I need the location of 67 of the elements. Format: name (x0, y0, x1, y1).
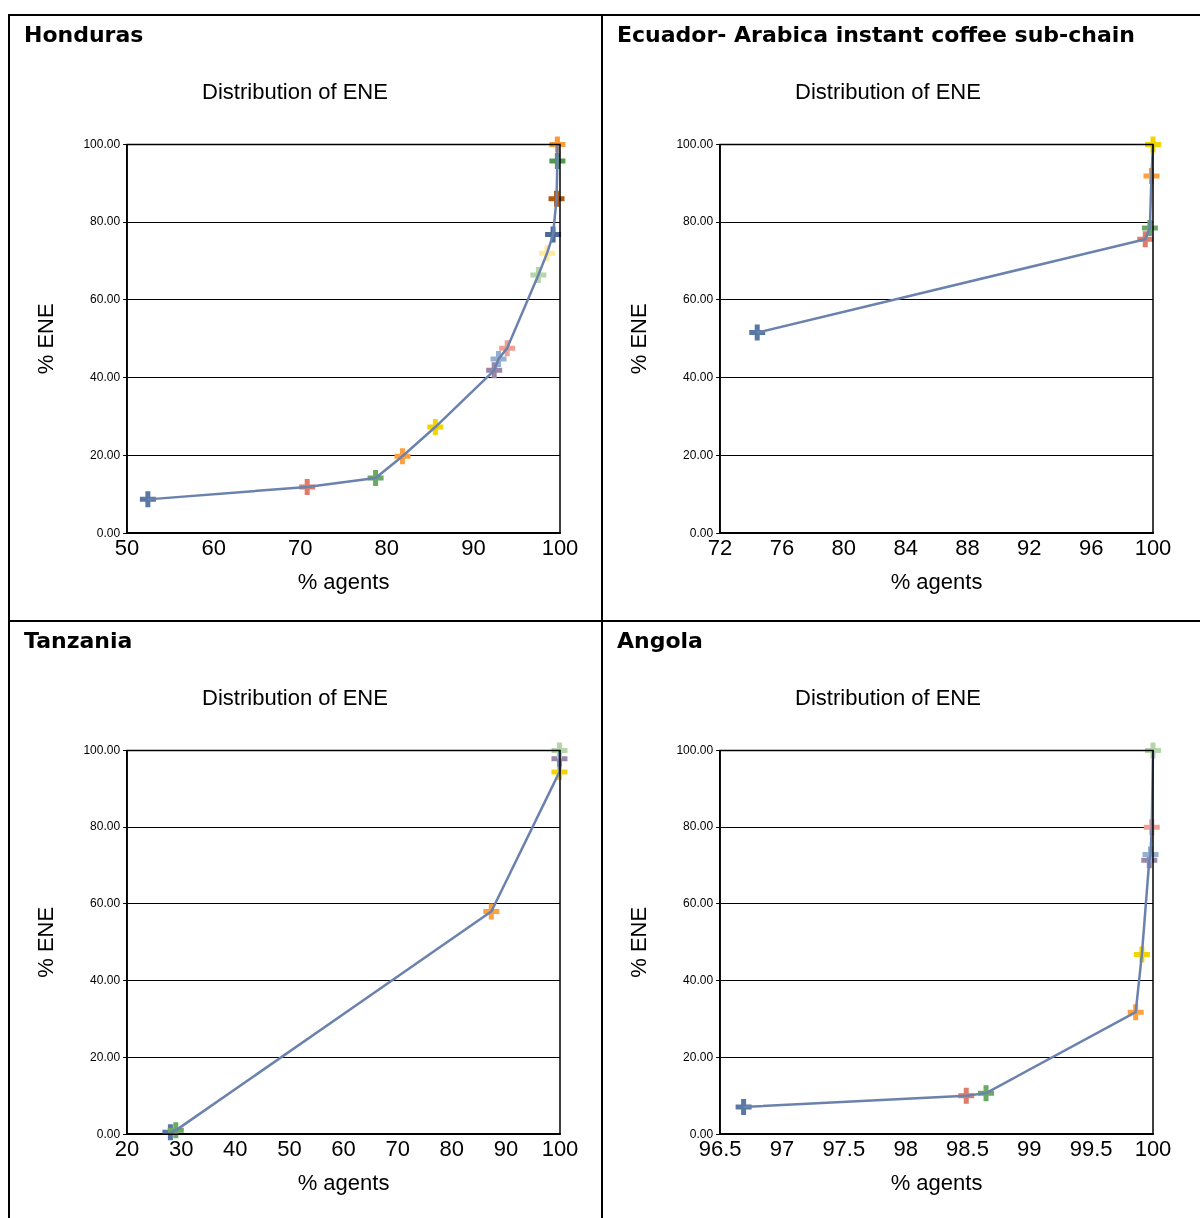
y-tick-label: 100.00 (83, 136, 121, 151)
x-tick-label: 40 (223, 1136, 248, 1162)
y-tick-label: 0.00 (96, 1126, 121, 1141)
chart-subtitle: Distribution of ENE (202, 685, 388, 711)
x-tick-label: 90 (493, 1136, 519, 1162)
y-tick-label: 40.00 (683, 972, 714, 987)
x-axis-title: % agents (890, 1169, 983, 1195)
y-tick-label: 60.00 (683, 896, 714, 911)
y-tick-label: 20.00 (90, 447, 121, 462)
x-tick-label: 97 (769, 1136, 795, 1162)
x-tick-label: 30 (168, 1136, 194, 1162)
y-tick-label: 20.00 (683, 1049, 714, 1064)
y-tick-label: 100.00 (83, 742, 121, 757)
y-tick-label: 0.00 (96, 525, 121, 540)
chart-title: Honduras (24, 22, 145, 47)
x-axis-title: % agents (297, 1169, 390, 1195)
x-axis-title: % agents (890, 568, 983, 594)
x-tick-label: 80 (831, 535, 857, 561)
y-axis-title: % ENE (33, 906, 59, 978)
y-tick-label: 20.00 (683, 447, 714, 462)
x-tick-label: 97.5 (822, 1136, 866, 1162)
y-axis-title: % ENE (626, 303, 652, 375)
x-tick-label: 100 (541, 535, 579, 561)
chart-subtitle: Distribution of ENE (795, 79, 981, 105)
chart-title: Angola (617, 628, 704, 653)
y-tick-label: 80.00 (90, 819, 121, 834)
y-tick-label: 20.00 (90, 1049, 121, 1064)
x-tick-label: 100 (1134, 1136, 1172, 1162)
y-tick-label: 80.00 (90, 214, 121, 229)
x-tick-label: 60 (331, 1136, 356, 1162)
y-tick-label: 40.00 (90, 369, 121, 384)
x-tick-label: 88 (955, 535, 980, 561)
y-tick-label: 60.00 (683, 292, 714, 307)
y-tick-label: 80.00 (683, 819, 714, 834)
x-tick-label: 92 (1017, 535, 1042, 561)
y-tick-label: 80.00 (683, 214, 714, 229)
x-tick-label: 98 (893, 1136, 918, 1162)
x-tick-label: 80 (439, 1136, 465, 1162)
y-axis-title: % ENE (626, 906, 652, 978)
y-tick-label: 60.00 (90, 896, 121, 911)
x-tick-label: 70 (385, 1136, 410, 1162)
y-tick-label: 100.00 (676, 742, 714, 757)
x-tick-label: 99.5 (1069, 1136, 1113, 1162)
chart-title: Tanzania (24, 628, 134, 653)
chart-title: Ecuador- Arabica instant coffee sub-chain (617, 22, 1136, 47)
x-tick-label: 99 (1017, 1136, 1042, 1162)
x-tick-label: 76 (769, 535, 795, 561)
chart-subtitle: Distribution of ENE (795, 685, 981, 711)
y-axis-title: % ENE (33, 303, 59, 375)
y-tick-label: 0.00 (689, 525, 714, 540)
y-tick-label: 60.00 (90, 292, 121, 307)
x-tick-label: 84 (893, 535, 918, 561)
y-tick-label: 40.00 (683, 369, 714, 384)
x-axis-title: % agents (297, 568, 390, 594)
x-tick-label: 50 (277, 1136, 302, 1162)
x-tick-label: 90 (461, 535, 486, 561)
x-tick-label: 60 (201, 535, 226, 561)
x-tick-label: 80 (374, 535, 400, 561)
x-tick-label: 96 (1078, 535, 1104, 561)
x-tick-label: 70 (288, 535, 313, 561)
x-tick-label: 100 (541, 1136, 579, 1162)
x-tick-label: 98.5 (946, 1136, 989, 1162)
y-tick-label: 100.00 (676, 136, 714, 151)
x-tick-label: 100 (1134, 535, 1172, 561)
y-tick-label: 40.00 (90, 972, 121, 987)
y-tick-label: 0.00 (689, 1126, 714, 1141)
chart-subtitle: Distribution of ENE (202, 79, 388, 105)
